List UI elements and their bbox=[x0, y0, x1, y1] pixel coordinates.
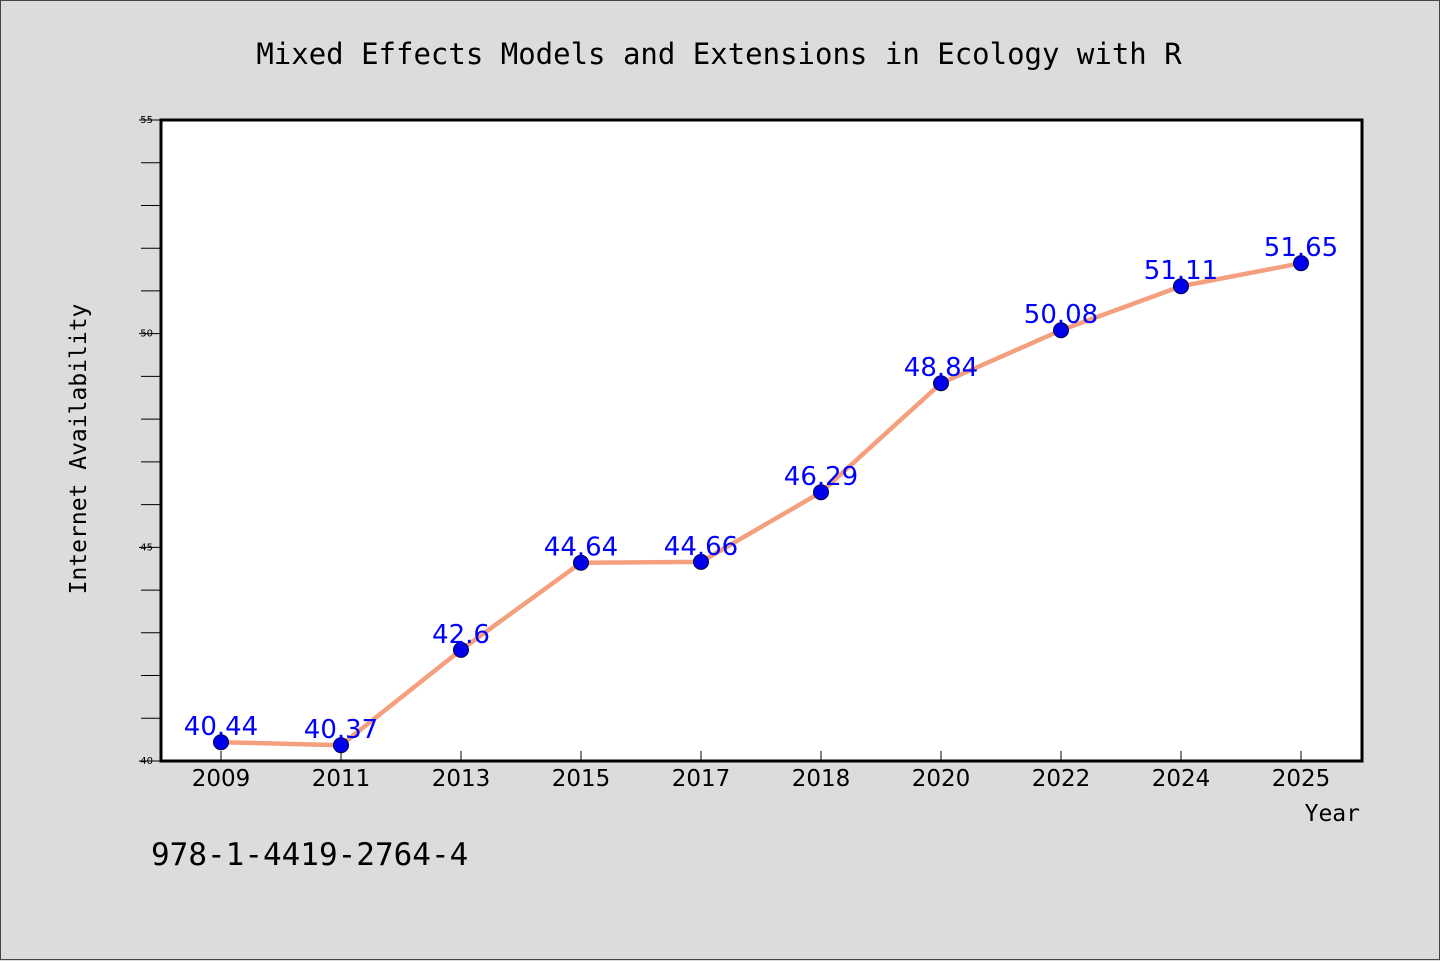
data-label-2011: 40.37 bbox=[304, 715, 378, 745]
data-point-2025 bbox=[1293, 255, 1309, 272]
y-tick-label-50: 50 bbox=[140, 329, 153, 340]
isbn-footer-text: 978-1-4419-2764-4 bbox=[151, 837, 468, 873]
data-point-2017 bbox=[693, 553, 709, 570]
data-point-2011 bbox=[333, 737, 349, 754]
x-tick-label-2024: 2024 bbox=[1152, 766, 1211, 792]
data-point-2022 bbox=[1053, 322, 1069, 339]
data-label-2024: 51.11 bbox=[1144, 256, 1218, 286]
data-point-2018 bbox=[813, 484, 829, 501]
series-internet-availability: 40.44 40.37 42.6 44.64 44.66 46.29 48.84 50.08 5… bbox=[184, 233, 1338, 754]
x-axis: 2009 2011 2013 2015 2017 2018 2020 2022 2024 2025 bbox=[192, 751, 1331, 792]
data-label-2025: 51.65 bbox=[1264, 233, 1338, 263]
x-tick-label-2022: 2022 bbox=[1032, 766, 1091, 792]
x-tick-label-2015: 2015 bbox=[552, 766, 611, 792]
y-axis-label: Internet Availability bbox=[66, 304, 92, 595]
x-tick-label-2020: 2020 bbox=[912, 766, 971, 792]
y-tick-label-55: 55 bbox=[140, 115, 153, 126]
data-point-2015 bbox=[573, 554, 589, 571]
x-tick-label-2011: 2011 bbox=[312, 766, 371, 792]
data-point-2020 bbox=[933, 375, 949, 392]
x-tick-label-2017: 2017 bbox=[672, 766, 731, 792]
y-axis: 40 45 50 55 bbox=[139, 115, 160, 767]
data-label-2015: 44.64 bbox=[544, 533, 618, 563]
data-label-2009: 40.44 bbox=[184, 712, 258, 742]
data-point-2013 bbox=[453, 641, 469, 658]
y-tick-label-40: 40 bbox=[140, 756, 153, 767]
data-label-2013: 42.6 bbox=[432, 620, 490, 650]
x-tick-label-2013: 2013 bbox=[432, 766, 491, 792]
data-point-2009 bbox=[213, 734, 229, 751]
data-label-2020: 48.84 bbox=[904, 353, 978, 383]
x-tick-label-2018: 2018 bbox=[792, 766, 851, 792]
data-label-2018: 46.29 bbox=[784, 462, 858, 492]
series-line bbox=[218, 260, 1304, 748]
x-tick-label-2025: 2025 bbox=[1272, 766, 1331, 792]
x-axis-label: Year bbox=[1305, 801, 1360, 827]
plot-area bbox=[159, 118, 1364, 763]
chart-title: Mixed Effects Models and Extensions in E… bbox=[256, 37, 1182, 71]
y-tick-label-45: 45 bbox=[140, 542, 153, 553]
data-label-2017: 44.66 bbox=[664, 532, 738, 562]
data-point-2024 bbox=[1173, 278, 1189, 295]
data-label-2022: 50.08 bbox=[1024, 300, 1098, 330]
x-tick-label-2009: 2009 bbox=[192, 766, 251, 792]
